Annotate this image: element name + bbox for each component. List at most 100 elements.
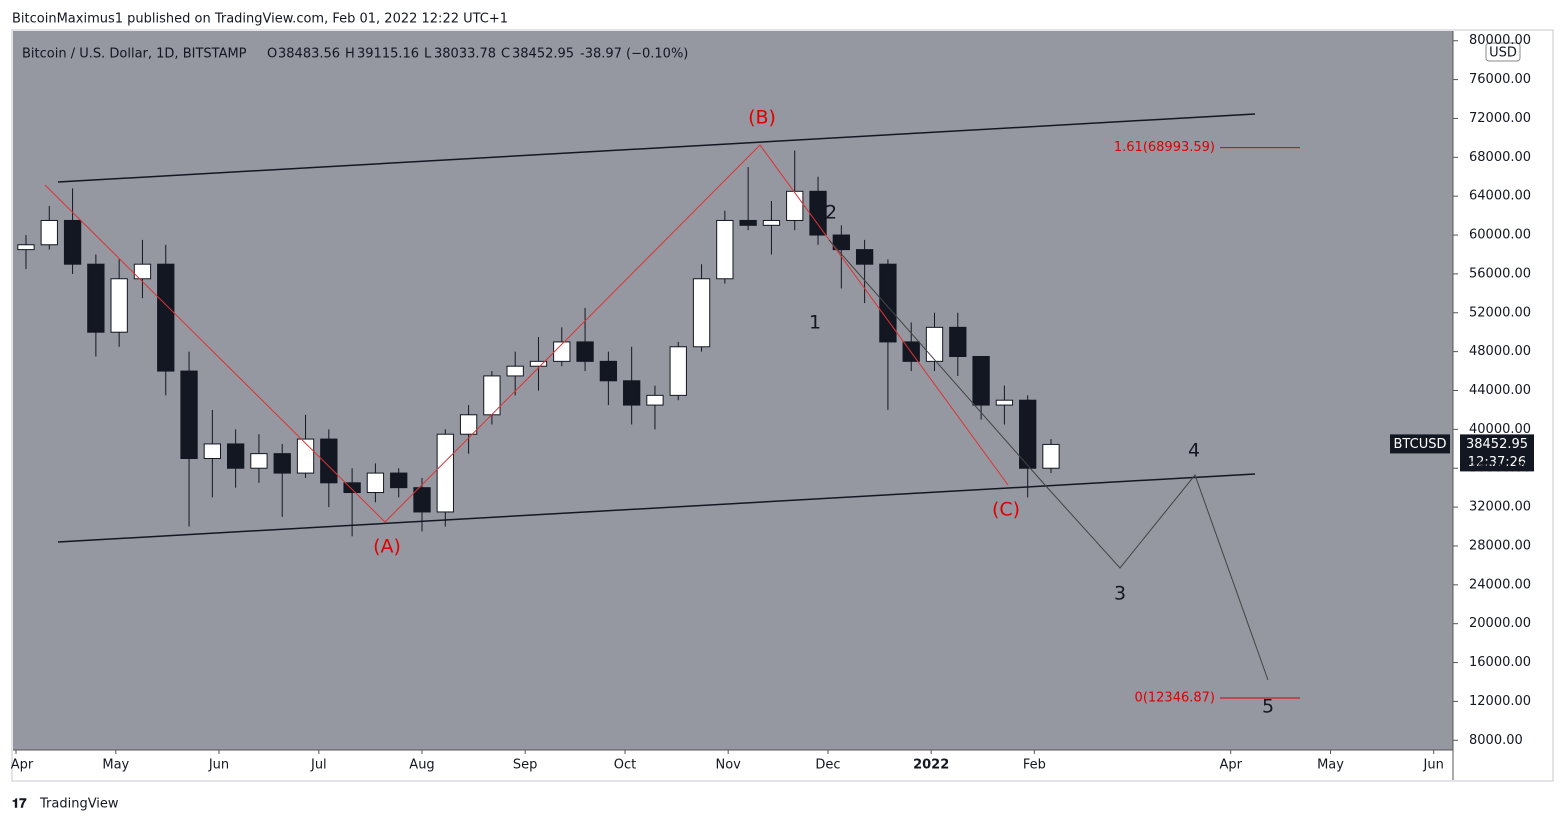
y-tick-label: 60000.00 bbox=[1469, 228, 1531, 243]
x-tick-label: Sep bbox=[513, 758, 538, 773]
y-tick-label: 52000.00 bbox=[1469, 305, 1531, 320]
wave-label: (A) bbox=[373, 536, 401, 558]
y-tick-label: 44000.00 bbox=[1469, 383, 1531, 398]
price-tag-value: 38452.95 bbox=[1466, 437, 1528, 452]
candle-body bbox=[553, 341, 571, 362]
candle-body bbox=[436, 433, 454, 513]
wave-label: 5 bbox=[1262, 696, 1274, 718]
x-tick-label: Apr bbox=[11, 758, 34, 773]
wave-label: (B) bbox=[748, 107, 776, 129]
x-tick-label: Nov bbox=[715, 758, 741, 773]
candle-body bbox=[855, 249, 874, 265]
candle-body bbox=[250, 453, 268, 469]
drawings bbox=[44, 113, 1269, 681]
y-tick-label: 24000.00 bbox=[1469, 577, 1531, 592]
candle-body bbox=[925, 326, 944, 362]
y-tick-label: 32000.00 bbox=[1469, 500, 1531, 515]
wave-label: 3 bbox=[1114, 583, 1126, 605]
currency-box bbox=[1485, 42, 1521, 62]
candle-body bbox=[157, 263, 175, 372]
y-tick-label: 16000.00 bbox=[1469, 655, 1531, 670]
candle-body bbox=[995, 399, 1014, 406]
candle-body bbox=[739, 219, 757, 226]
ohlc-value: 38483.56 bbox=[278, 47, 340, 62]
y-tick-label: 8000.00 bbox=[1469, 733, 1523, 748]
candle-body bbox=[226, 443, 245, 469]
candle-body bbox=[366, 472, 385, 494]
candle-body bbox=[1019, 399, 1037, 469]
currency: USD bbox=[1489, 46, 1517, 61]
fib-label: 0(12346.87) bbox=[1135, 691, 1215, 706]
candle-body bbox=[203, 443, 221, 460]
candle-body bbox=[972, 355, 990, 406]
wave-label: 1 bbox=[809, 312, 821, 334]
y-tick-label: 12000.00 bbox=[1469, 694, 1531, 709]
y-tick-label: 40000.00 bbox=[1469, 422, 1531, 437]
candle-body bbox=[1042, 443, 1060, 469]
candle-body bbox=[133, 263, 152, 280]
brand: TradingView bbox=[39, 797, 119, 812]
wave-line bbox=[44, 144, 1009, 523]
wave-label: 2 bbox=[825, 202, 837, 224]
y-tick-label: 36000.00 bbox=[1469, 461, 1531, 476]
price-tag bbox=[1460, 434, 1534, 472]
candle-body bbox=[40, 219, 58, 246]
x-tick-label: May bbox=[1317, 758, 1344, 773]
price-tag-countdown: 12:37:26 bbox=[1468, 455, 1526, 470]
candle-body bbox=[623, 380, 641, 406]
candle-body bbox=[17, 244, 35, 251]
x-tick-label: Oct bbox=[614, 758, 636, 773]
candle-body bbox=[63, 219, 82, 265]
x-tick-label: 2022 bbox=[913, 758, 949, 773]
price-tag-symbol: BTCUSD bbox=[1394, 437, 1447, 452]
candle-body bbox=[180, 370, 198, 460]
x-tick-label: Dec bbox=[815, 758, 840, 773]
candle-body bbox=[459, 414, 478, 435]
x-tick-label: May bbox=[102, 758, 129, 773]
candle-body bbox=[786, 190, 804, 221]
candle-body bbox=[529, 360, 548, 367]
wave-label: 4 bbox=[1188, 440, 1200, 462]
legend: Bitcoin / U.S. Dollar, 1D, BITSTAMP O 38… bbox=[22, 47, 688, 62]
channel-line bbox=[57, 473, 1256, 543]
ohlc-key: H bbox=[345, 47, 355, 62]
ohlc-key: O bbox=[267, 47, 277, 62]
ohlc-value: 39115.16 bbox=[357, 47, 419, 62]
candle-body bbox=[646, 394, 664, 406]
candle-body bbox=[296, 438, 315, 474]
x-tick-label: Apr bbox=[1219, 758, 1242, 773]
x-tick-label: Jun bbox=[1423, 758, 1444, 773]
candle-body bbox=[87, 263, 105, 333]
candle-body bbox=[343, 482, 361, 494]
y-tick-label: 28000.00 bbox=[1469, 538, 1531, 553]
wave-label: (C) bbox=[992, 499, 1020, 521]
publisher: BitcoinMaximus1 published on TradingView… bbox=[12, 12, 508, 27]
candle-body bbox=[669, 346, 687, 396]
candle-body bbox=[949, 326, 967, 357]
symbol: Bitcoin / U.S. Dollar, 1D, BITSTAMP bbox=[22, 47, 247, 62]
y-tick-label: 80000.00 bbox=[1469, 33, 1531, 48]
x-tick-label: Jun bbox=[208, 758, 229, 773]
price-tag bbox=[1390, 434, 1450, 454]
ohlc-key: C bbox=[501, 47, 510, 62]
candle-body bbox=[762, 219, 781, 226]
fib-label: 1.61(68993.59) bbox=[1114, 140, 1215, 155]
x-tick-label: Jul bbox=[310, 758, 327, 773]
y-tick-label: 72000.00 bbox=[1469, 111, 1531, 126]
brand-logo: 𝟏𝟕 bbox=[12, 797, 27, 812]
candle-body bbox=[832, 234, 850, 251]
y-tick-label: 20000.00 bbox=[1469, 616, 1531, 631]
x-tick-label: Aug bbox=[409, 758, 434, 773]
y-tick-label: 68000.00 bbox=[1469, 150, 1531, 165]
plot-area bbox=[13, 31, 1453, 750]
y-tick-label: 76000.00 bbox=[1469, 72, 1531, 87]
candle-body bbox=[809, 190, 827, 236]
ohlc-key: L bbox=[424, 47, 432, 62]
candle-body bbox=[879, 263, 897, 343]
channel-line bbox=[57, 113, 1256, 183]
candle-body bbox=[599, 360, 618, 382]
candle-body bbox=[692, 278, 711, 348]
ohlc-value: 38452.95 bbox=[512, 47, 574, 62]
y-tick-label: 56000.00 bbox=[1469, 266, 1531, 281]
